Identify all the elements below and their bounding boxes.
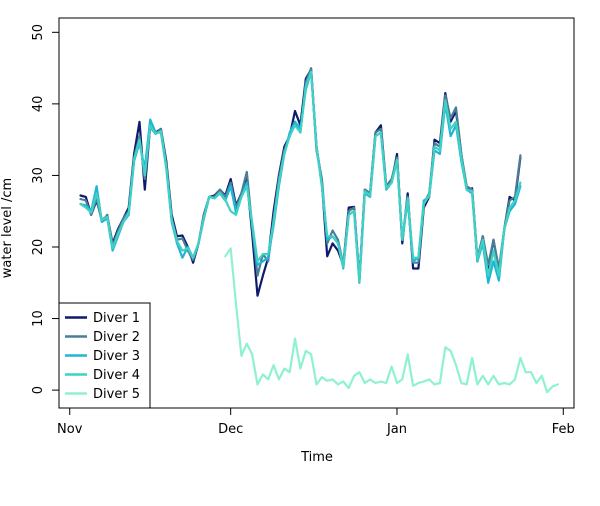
- x-axis-title: Time: [300, 450, 333, 465]
- x-tick-label-feb: Feb: [552, 422, 575, 437]
- legend-label-5: Diver 5: [93, 387, 140, 402]
- y-axis-title: water level /cm: [0, 178, 15, 278]
- series-line-4: [79, 70, 522, 283]
- legend: Diver 1 Diver 2 Diver 3 Diver 4 Diver 5: [58, 302, 151, 409]
- y-tick-label-10: 10: [31, 310, 46, 327]
- series-layer: [79, 66, 560, 394]
- legend-box: [58, 302, 151, 409]
- series-line-5: [224, 247, 560, 394]
- y-tick-label-0: 0: [31, 386, 46, 394]
- x-tick-label-nov: Nov: [57, 422, 83, 437]
- legend-label-4: Diver 4: [93, 368, 140, 383]
- y-tick-label-40: 40: [31, 96, 46, 113]
- x-axis: Nov Dec Jan Feb: [57, 407, 575, 437]
- x-tick-label-jan: Jan: [386, 422, 407, 437]
- y-tick-label-50: 50: [31, 24, 46, 41]
- legend-label-2: Diver 2: [93, 330, 140, 345]
- legend-label-1: Diver 1: [93, 311, 140, 326]
- y-tick-label-20: 20: [31, 239, 46, 256]
- legend-label-3: Diver 3: [93, 349, 140, 364]
- x-tick-label-dec: Dec: [218, 422, 243, 437]
- y-tick-label-30: 30: [31, 167, 46, 184]
